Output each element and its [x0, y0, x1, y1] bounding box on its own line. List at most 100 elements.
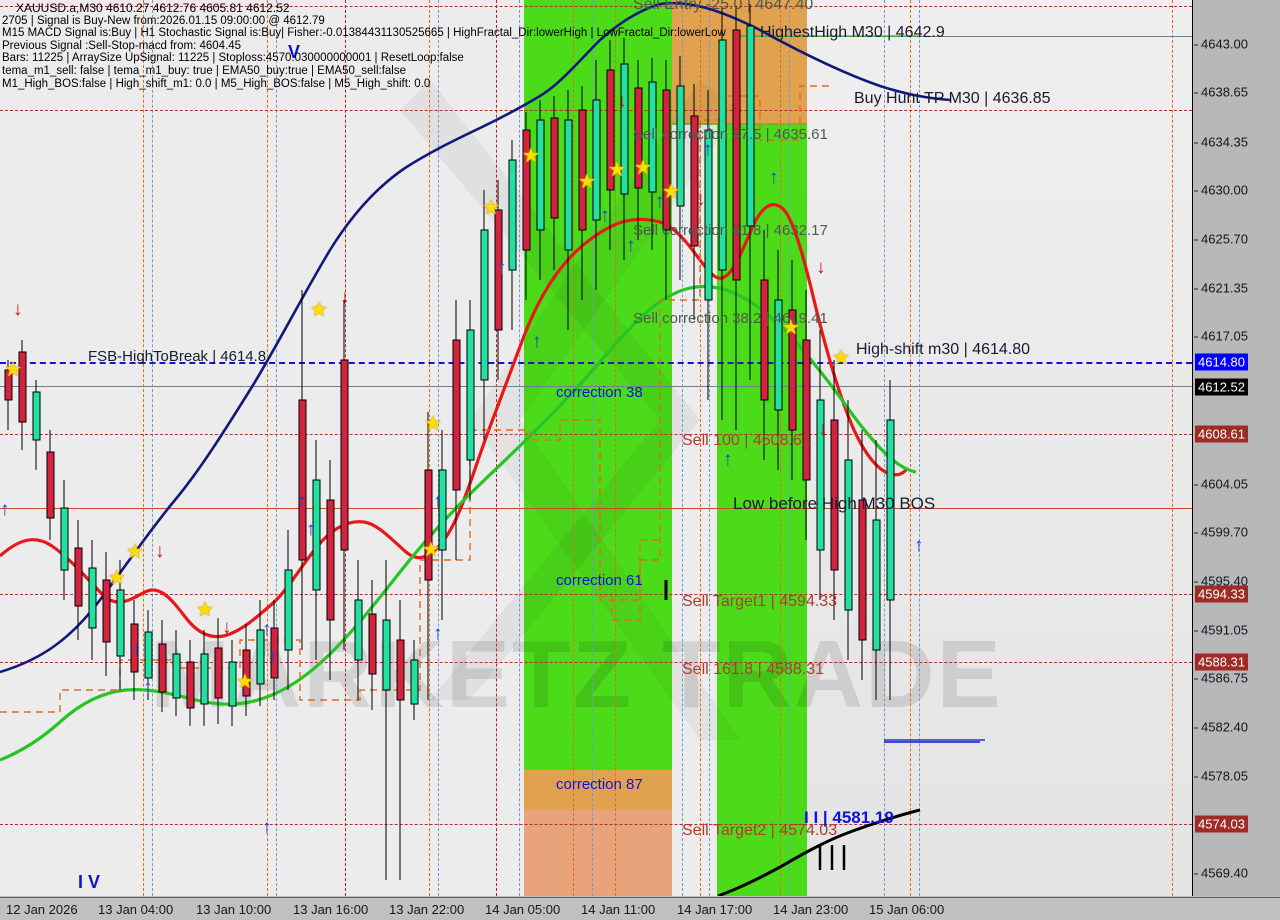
vgrid-line: [592, 0, 593, 896]
zone-buy-green-2: [717, 125, 807, 896]
vgrid-line: [910, 0, 911, 896]
vgrid-line: [700, 0, 701, 896]
price-badge-level: 4594.33: [1195, 585, 1248, 603]
label-high-shift-m30: High-shift m30 | 4614.80: [856, 341, 1031, 358]
star-marker: ★: [522, 145, 540, 167]
label-fsb-high-to-break: FSB-HighToBreak | 4614.8: [88, 348, 267, 365]
buy-arrow-icon: ↑: [262, 817, 272, 838]
vgrid-line: [152, 0, 153, 896]
time-axis[interactable]: 12 Jan 2026 13 Jan 04:00 13 Jan 10:00 13…: [0, 897, 1280, 920]
vgrid-line: [438, 0, 439, 896]
buy-arrow-icon: ↑: [769, 167, 779, 188]
price-badge-level: 4574.03: [1195, 815, 1248, 833]
header-line: M15 MACD Signal is:Buy | H1 Stochastic S…: [2, 27, 726, 40]
sell-arrow-icon: ↓: [818, 419, 828, 440]
label-sell-entry: Sell Entry -25.0 | 4647.40: [633, 0, 814, 13]
time-tick: 13 Jan 10:00: [196, 902, 272, 917]
chart-info-header: XAUUSD.a,M30 4610.27 4612.76 4605.81 461…: [2, 2, 726, 90]
ema-black-path: [717, 808, 921, 896]
label-correction-87: correction 87: [556, 776, 643, 793]
buy-arrow-icon: ↑: [723, 449, 733, 470]
price-badge-current-level: 4614.80: [1195, 353, 1248, 371]
header-symbol-line: XAUUSD.a,M30 4610.27 4612.76 4605.81 461…: [16, 1, 290, 15]
level-line-highest-high: [740, 36, 1192, 37]
fractal-orange-path: [0, 85, 830, 713]
header-line: Previous Signal :Sell-Stop-macd from: 46…: [2, 39, 242, 52]
vgrid-line: [573, 0, 574, 896]
vgrid-line: [1172, 0, 1173, 896]
price-tick: 4599.70: [1194, 524, 1248, 540]
price-tick: 4630.00: [1194, 182, 1248, 198]
candlestick-series: [4, 4, 895, 880]
star-marker: ★: [196, 599, 214, 621]
vgrid-line: [709, 0, 710, 896]
buy-arrow-icon: ↑: [914, 535, 924, 556]
time-tick: 12 Jan 2026: [6, 902, 78, 917]
buy-arrow-icon: ↑: [268, 647, 278, 668]
star-marker: ★: [108, 567, 126, 589]
label-correction-38: correction 38: [556, 384, 643, 401]
label-sell-correction-38: Sell correction 38.2 | 4619.41: [633, 310, 828, 327]
price-tick: 4643.00: [1194, 36, 1248, 52]
time-tick: 14 Jan 05:00: [485, 902, 561, 917]
price-badge-last-price: 4612.52: [1195, 378, 1248, 396]
buy-arrow-icon: ↑: [0, 499, 10, 520]
time-tick: 13 Jan 16:00: [293, 902, 369, 917]
vgrid-line: [143, 0, 144, 896]
star-marker: ★: [634, 157, 652, 179]
sell-arrow-icon: ↓: [13, 299, 23, 320]
sell-arrow-icon: ↓: [617, 91, 627, 112]
buy-arrow-icon: ↑: [143, 677, 153, 698]
zone-correction-87-upper: [524, 770, 672, 810]
header-line: M1_High_BOS:false | High_shift_m1: 0.0 |…: [2, 77, 431, 90]
buy-arrow-icon: ↑: [626, 235, 636, 256]
ema-trend-navy-path: [0, 1, 951, 674]
label-buy-hunt-tp: Buy Hunt TP M30 | 4636.85: [854, 90, 1051, 107]
label-sell-correction-61: Sell correction 61.8 | 4632.17: [633, 222, 828, 239]
buy-arrow-icon: ↑: [600, 205, 610, 226]
buy-arrow-icon: ↑: [433, 491, 443, 512]
vgrid-line: [682, 0, 683, 896]
level-line-sell-161: [0, 662, 1192, 663]
star-marker: ★: [310, 299, 328, 321]
level-line-sell-100: [0, 434, 1192, 435]
time-tick: 14 Jan 11:00: [581, 902, 656, 917]
buy-arrow-icon: ↑: [497, 257, 507, 278]
vgrid-line: [884, 0, 885, 896]
sell-arrow-icon: ↓: [696, 189, 706, 210]
price-tick: 4638.65: [1194, 84, 1248, 100]
price-badge-level: 4588.31: [1195, 653, 1248, 671]
star-marker: ★: [662, 181, 680, 203]
price-tick: 4595.40: [1194, 573, 1248, 589]
header-line: Bars: 11225 | ArraySize UpSignal: 11225 …: [2, 52, 464, 65]
time-tick: 13 Jan 04:00: [98, 902, 174, 917]
sell-arrow-icon: ↓: [222, 617, 232, 638]
star-marker: ★: [608, 159, 626, 181]
sell-arrow-icon: ↓: [816, 257, 826, 278]
label-sell-100: Sell 100 | 4608.61: [682, 432, 811, 449]
sell-arrow-icon: ↓: [155, 541, 165, 562]
price-tick: 4578.05: [1194, 768, 1248, 784]
price-tick: 4634.35: [1194, 134, 1248, 150]
level-line-low-before-high: [0, 508, 1192, 509]
star-marker: ★: [236, 671, 254, 693]
vgrid-line: [429, 0, 430, 896]
price-axis[interactable]: 4643.00 4638.65 4634.35 4630.00 4625.70 …: [1193, 0, 1280, 896]
star-marker: ★: [578, 171, 596, 193]
star-marker: ★: [4, 359, 22, 381]
level-line-sell-entry: [0, 6, 1192, 7]
label-sell-target1: Sell Target1 | 4594.33: [682, 593, 838, 610]
chart-plot-area[interactable]: MARKETZ TRADE: [0, 0, 1193, 896]
label-correction-61: correction 61: [556, 572, 643, 589]
star-marker: ★: [126, 541, 144, 563]
star-marker: ★: [782, 317, 800, 339]
ema-fast-red-path: [0, 203, 908, 639]
sell-arrow-icon: ↓: [340, 287, 350, 308]
time-tick: 13 Jan 22:00: [389, 902, 465, 917]
label-sell-161: Sell 161.8 | 4588.31: [682, 661, 825, 678]
price-tick: 4591.05: [1194, 622, 1248, 638]
vgrid-line: [496, 0, 497, 896]
time-tick: 15 Jan 06:00: [869, 902, 945, 917]
header-line: tema_m1_sell: false | tema_m1_buy: true …: [2, 64, 406, 77]
drawing-overlay: [0, 1, 985, 896]
